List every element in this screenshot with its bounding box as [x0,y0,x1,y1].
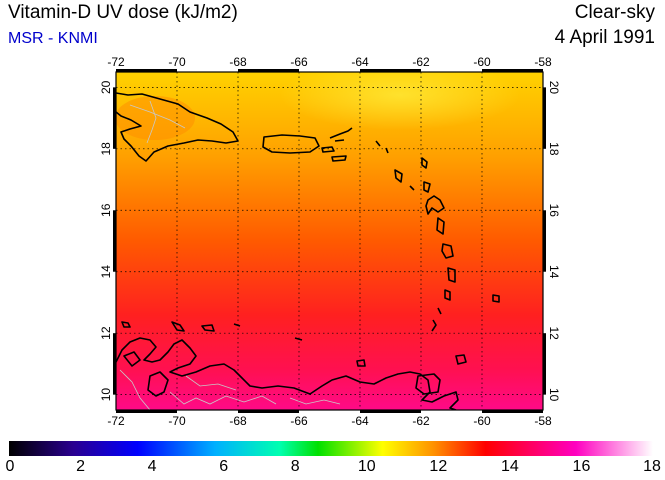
leeward-islands-outline [394,157,431,193]
st-lucia-outline [447,267,456,283]
frame-bar-right [543,333,546,395]
los-roques-outline [233,323,366,367]
guadeloupe-outline [425,195,445,215]
abc-islands-outline [121,321,215,332]
latitude-tick-label: 18 [547,142,561,156]
longitude-tick-label: -68 [229,55,247,69]
longitude-tick-label: -64 [351,414,369,428]
latitude-tick-label: 14 [547,265,561,279]
latitude-tick-label: 10 [99,388,113,402]
dominica-outline [436,217,445,235]
latitude-tick-label: 20 [547,81,561,95]
latitude-tick-label: 12 [547,327,561,341]
frame-bar-bottom [482,410,543,413]
latitude-labels-right: 10 12 14 16 18 20 [547,81,561,402]
frame-bar-bottom [116,410,177,413]
martinique-outline [441,243,454,259]
grenadines-outline [431,307,442,332]
frame-bar-top [360,69,421,72]
sky-condition-label: Clear-sky [574,2,655,23]
colorbar-tick-label: 0 [5,458,15,475]
frame-tick-bars [113,69,546,413]
maracaibo-lake-outline [147,371,169,397]
date-label: 4 April 1991 [554,27,655,48]
colorbar-tick-label: 8 [290,458,300,475]
interior-borders [119,100,341,410]
longitude-tick-label: -70 [168,55,186,69]
latitude-labels-left: 10 12 14 16 18 20 [99,80,113,401]
puerto-rico-outline [262,134,320,154]
south-america-coastline [116,337,459,410]
gridlines [116,72,543,410]
vieques-outline [321,146,335,153]
latitude-tick-label: 18 [99,142,113,156]
longitude-tick-label: -70 [168,414,186,428]
high-dose-hotspot-north [280,72,520,130]
longitude-tick-label: -58 [534,414,552,428]
colorbar-tick-label: 4 [147,458,157,475]
colorbar-tick-label: 2 [76,458,85,475]
credit-label: MSR - KNMI [8,30,98,47]
frame-bar-right [543,87,546,149]
colorbar-tick-label: 14 [500,458,519,475]
longitude-tick-label: -66 [290,55,308,69]
longitude-tick-label: -72 [107,55,125,69]
longitude-tick-label: -60 [473,414,491,428]
hispaniola-outline [116,92,239,162]
frame-bar-left [113,333,116,395]
frame-bar-top [116,69,177,72]
latitude-tick-label: 10 [547,388,561,402]
frame-bar-top [238,69,299,72]
anguilla-outline [375,140,389,154]
trinidad-tobago-outline [415,354,467,395]
colorbar-tick-label: 12 [429,458,448,475]
longitude-labels-bottom: -72 -70 -68 -66 -64 -62 -60 -58 [107,414,552,428]
latitude-tick-label: 14 [99,265,113,279]
frame-bar-left [113,87,116,149]
frame-bar-left [113,210,116,272]
st-vincent-outline [444,289,451,301]
colorbar-labels: 0 2 4 6 8 10 12 14 16 18 [0,458,665,478]
longitude-tick-label: -62 [412,55,430,69]
frame-bar-bottom [238,410,299,413]
peninsula-outline [123,351,141,367]
st-croix-outline [331,155,347,162]
colorbar-tick-label: 16 [572,458,591,475]
colorbar-tick-label: 10 [357,458,376,475]
virgin-islands-outline [329,127,353,142]
longitude-labels-top: -72 -70 -68 -66 -64 -62 -60 -58 [107,55,552,69]
longitude-tick-label: -60 [473,55,491,69]
colorbar-tick-label: 18 [643,458,661,475]
frame-bar-bottom [360,410,421,413]
latitude-tick-label: 16 [547,204,561,218]
frame-bar-top [482,69,543,72]
longitude-tick-label: -72 [107,414,125,428]
barbados-outline [492,294,500,303]
frame-bar-right [543,210,546,272]
longitude-tick-label: -64 [351,55,369,69]
longitude-tick-label: -58 [534,55,552,69]
map-title: Vitamin-D UV dose (kJ/m2) [8,2,238,23]
longitude-tick-label: -66 [290,414,308,428]
longitude-tick-label: -68 [229,414,247,428]
latitude-tick-label: 20 [99,80,113,94]
coastlines [116,92,500,410]
colorbar [9,441,653,456]
longitude-tick-label: -62 [412,414,430,428]
colorbar-tick-label: 6 [219,458,229,475]
plot-frame [113,69,546,413]
latitude-tick-label: 12 [99,326,113,340]
latitude-tick-label: 16 [99,203,113,217]
